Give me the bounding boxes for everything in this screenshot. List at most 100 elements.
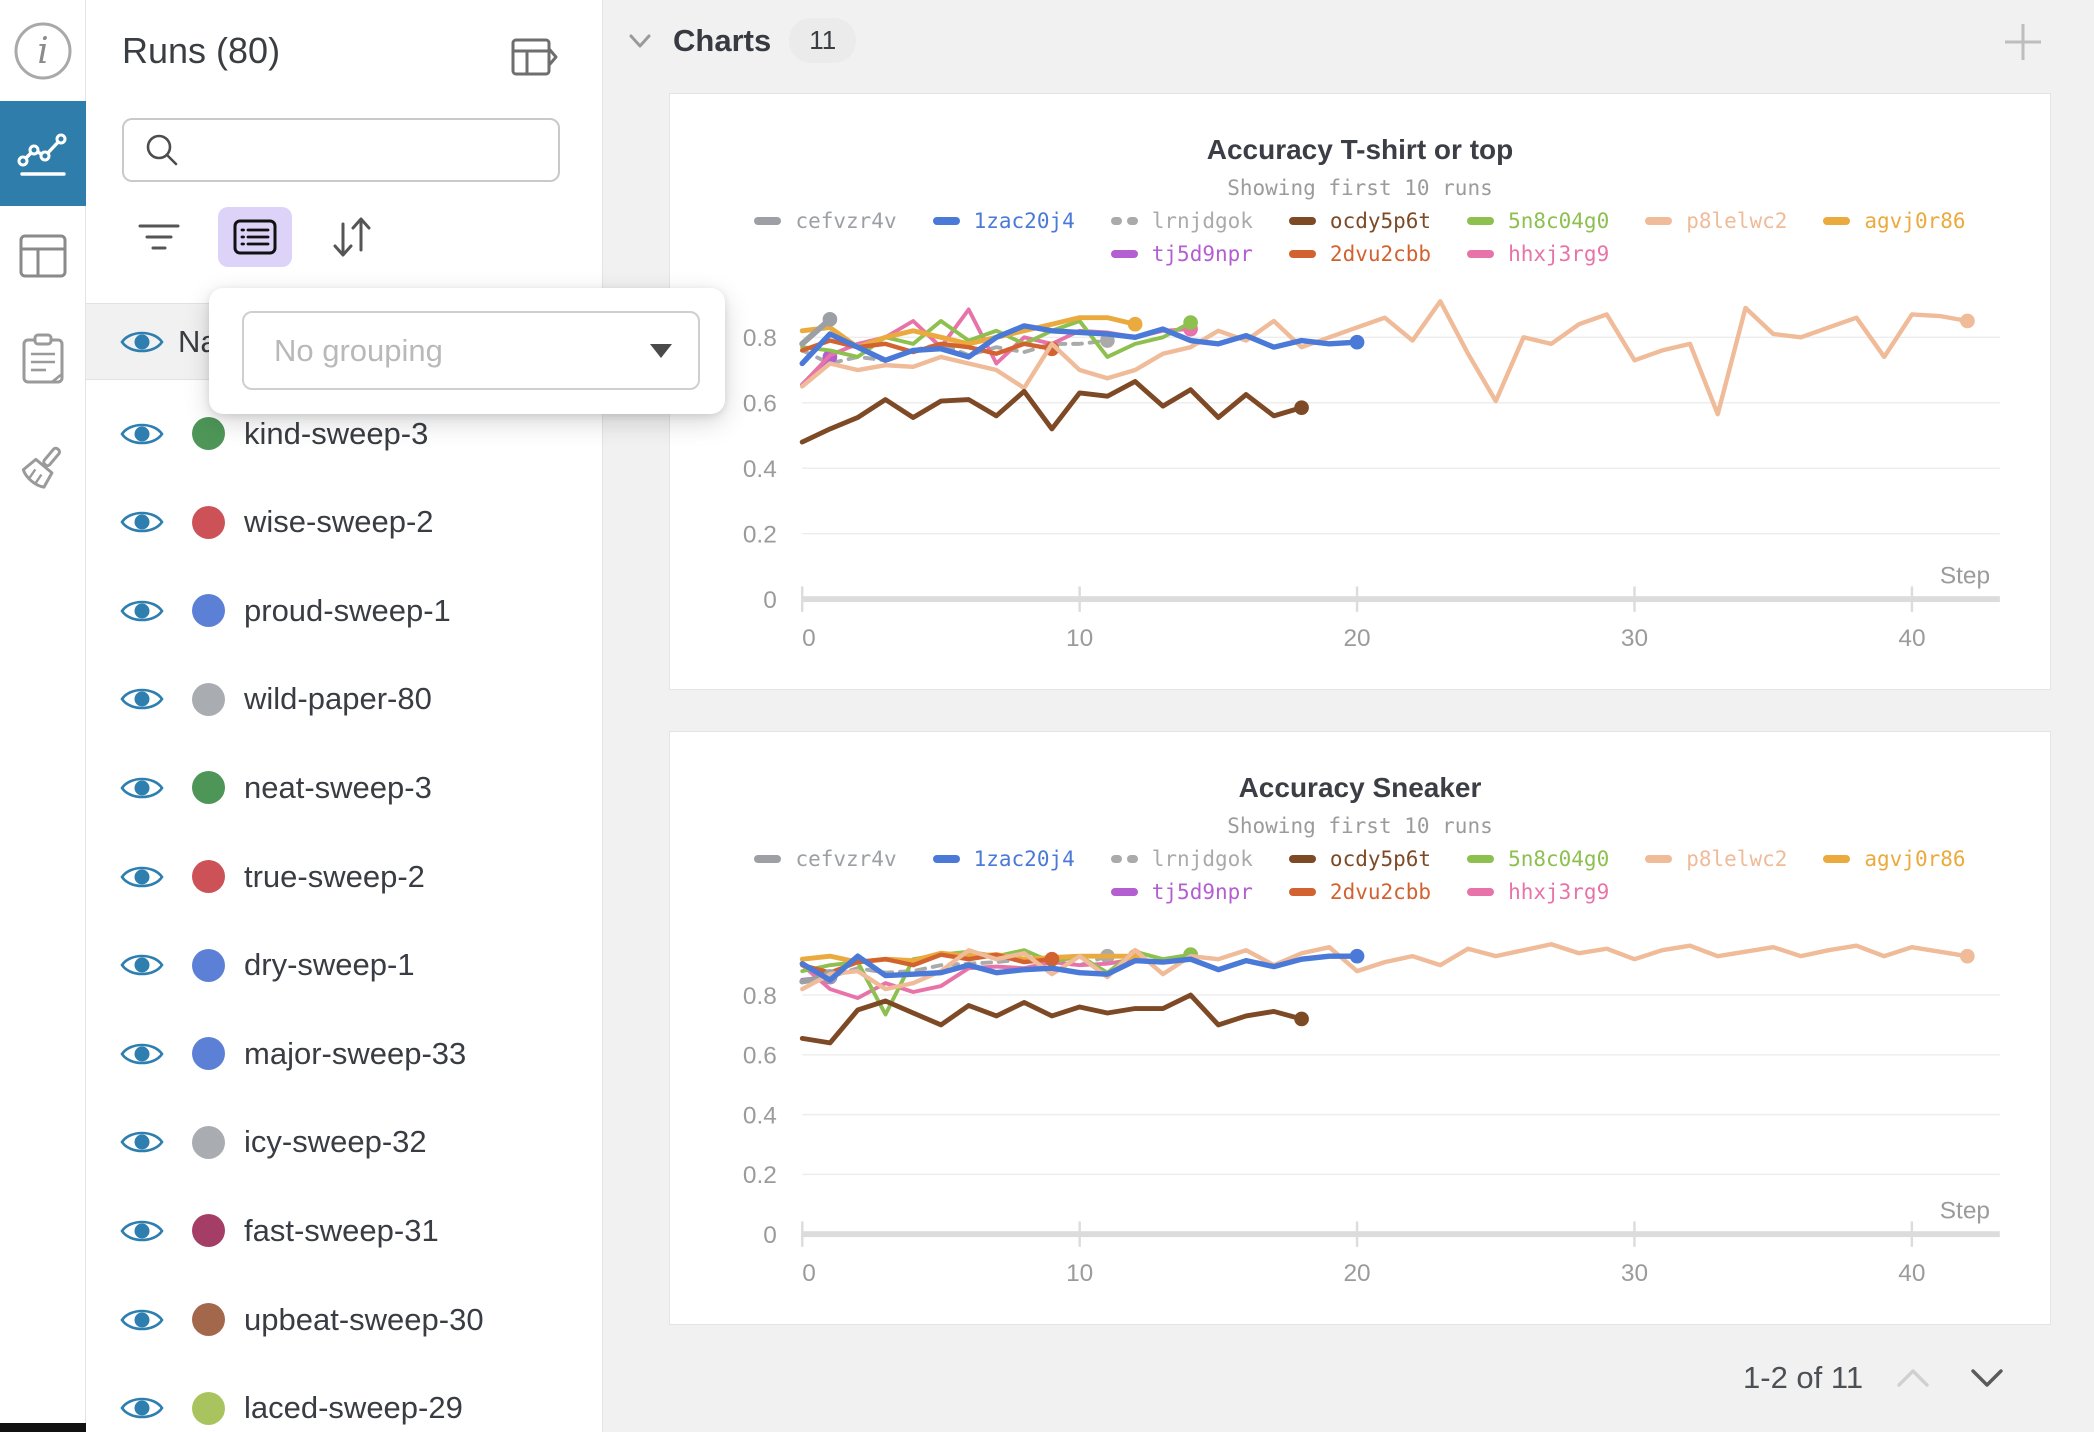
run-row[interactable]: wild-paper-80 <box>86 655 603 744</box>
legend-label: ocdy5p6t <box>1329 847 1432 871</box>
eye-visible-icon[interactable] <box>120 1038 164 1070</box>
run-row[interactable]: kind-sweep-3 <box>86 389 603 478</box>
legend-item[interactable]: 2dvu2cbb <box>1288 242 1431 266</box>
run-color-dot <box>192 682 225 716</box>
charts-pagination: 1-2 of 11 <box>1743 1358 2011 1398</box>
legend-item[interactable]: cefvzr4v <box>754 209 897 233</box>
eye-visible-icon[interactable] <box>120 772 164 804</box>
run-color-dot <box>192 771 225 805</box>
legend-item[interactable]: hhxj3rg9 <box>1467 880 1609 904</box>
legend-item[interactable]: tj5d9npr <box>1110 880 1253 904</box>
pagination-next-button[interactable] <box>1963 1358 2011 1398</box>
legend-item[interactable]: 5n8c04g0 <box>1467 847 1609 871</box>
legend-item[interactable]: ocdy5p6t <box>1288 847 1432 871</box>
logs-tab[interactable] <box>0 330 86 390</box>
grouping-placeholder: No grouping <box>274 332 443 368</box>
run-row[interactable]: proud-sweep-1 <box>86 566 603 655</box>
run-name: wise-sweep-2 <box>244 504 434 540</box>
chevron-down-icon <box>650 343 672 358</box>
chart-panel[interactable]: Accuracy Sneaker Showing first 10 runs c… <box>669 731 2051 1325</box>
legend-item[interactable]: 2dvu2cbb <box>1288 880 1431 904</box>
svg-text:30: 30 <box>1621 1260 1648 1287</box>
eye-visible-icon[interactable] <box>120 1304 164 1336</box>
run-row[interactable]: fast-sweep-31 <box>86 1186 603 1275</box>
sort-button[interactable] <box>314 207 388 267</box>
series-line-ocdy5p6t <box>799 992 1305 1046</box>
eye-visible-icon[interactable] <box>120 683 164 715</box>
chart-legend-row-2: tj5d9npr 2dvu2cbb hhxj3rg9 <box>670 880 2050 904</box>
expand-runs-table-button[interactable] <box>510 36 580 80</box>
runs-table-tab[interactable] <box>0 226 86 286</box>
eye-visible-icon[interactable] <box>120 861 164 893</box>
legend-item[interactable]: hhxj3rg9 <box>1467 242 1609 266</box>
run-row[interactable]: true-sweep-2 <box>86 832 603 921</box>
run-row[interactable]: major-sweep-33 <box>86 1009 603 1098</box>
eye-visible-icon[interactable] <box>120 326 164 358</box>
workspace-charts-tab[interactable] <box>0 101 86 206</box>
run-row[interactable]: icy-sweep-32 <box>86 1098 603 1187</box>
eye-visible-icon[interactable] <box>120 1215 164 1247</box>
legend-label: p8lelwc2 <box>1686 847 1788 871</box>
run-color-dot <box>192 594 225 628</box>
legend-swatch <box>1467 888 1495 896</box>
legend-item[interactable]: 5n8c04g0 <box>1467 209 1609 233</box>
filter-button[interactable] <box>122 207 196 267</box>
legend-item[interactable]: cefvzr4v <box>754 847 897 871</box>
eye-visible-icon[interactable] <box>120 1392 164 1424</box>
eye-visible-icon[interactable] <box>120 949 164 981</box>
legend-item[interactable]: 1zac20j4 <box>932 847 1075 871</box>
legend-item[interactable]: p8lelwc2 <box>1645 209 1787 233</box>
eye-visible-icon[interactable] <box>120 506 164 538</box>
legend-swatch <box>1110 855 1122 863</box>
sweeps-tab[interactable] <box>0 436 86 500</box>
eye-visible-icon[interactable] <box>120 595 164 627</box>
legend-item[interactable]: agvj0r86 <box>1823 209 1966 233</box>
run-row[interactable]: wise-sweep-2 <box>86 478 603 567</box>
clipboard-icon <box>22 333 64 384</box>
run-row[interactable]: laced-sweep-29 <box>86 1364 603 1432</box>
legend-item[interactable]: p8lelwc2 <box>1645 847 1787 871</box>
legend-swatch <box>932 855 960 863</box>
legend-swatch <box>1110 888 1138 896</box>
pagination-prev-button[interactable] <box>1889 1358 1937 1398</box>
legend-item[interactable]: agvj0r86 <box>1823 847 1966 871</box>
legend-item[interactable]: lrnjdgok <box>1110 209 1253 233</box>
svg-text:0.2: 0.2 <box>743 521 777 548</box>
run-color-dot <box>192 1214 225 1248</box>
series-line-1zac20j4 <box>799 953 1360 983</box>
run-row[interactable]: dry-sweep-1 <box>86 921 603 1010</box>
run-name: wild-paper-80 <box>244 681 432 717</box>
svg-text:0: 0 <box>763 1222 777 1249</box>
run-list: kind-sweep-3 wise-sweep-2 proud-sweep-1 wil… <box>86 389 603 1432</box>
legend-swatch <box>1467 855 1495 863</box>
runs-search-input[interactable] <box>122 118 560 182</box>
grouping-select[interactable]: No grouping <box>242 311 700 390</box>
chart-panel[interactable]: Accuracy T-shirt or top Showing first 10… <box>669 93 2051 690</box>
run-name: neat-sweep-3 <box>244 769 432 805</box>
legend-label: 1zac20j4 <box>973 209 1075 233</box>
run-row[interactable]: upbeat-sweep-30 <box>86 1275 603 1364</box>
legend-item[interactable]: lrnjdgok <box>1110 847 1253 871</box>
run-row[interactable]: neat-sweep-3 <box>86 743 603 832</box>
legend-item[interactable]: 1zac20j4 <box>932 209 1075 233</box>
info-icon[interactable]: i <box>0 20 86 82</box>
legend-item[interactable]: ocdy5p6t <box>1288 209 1431 233</box>
plus-icon <box>2005 24 2041 60</box>
add-panel-button[interactable] <box>1995 14 2051 70</box>
legend-swatch <box>1288 888 1316 896</box>
chart-title: Accuracy Sneaker <box>1238 772 1482 803</box>
run-name: major-sweep-33 <box>244 1035 467 1071</box>
chart-title: Accuracy T-shirt or top <box>1206 134 1514 165</box>
group-button[interactable] <box>218 207 292 267</box>
runs-panel: Runs (80) <box>86 0 603 1432</box>
legend-item[interactable]: tj5d9npr <box>1110 242 1253 266</box>
chart-legend-row-2: tj5d9npr 2dvu2cbb hhxj3rg9 <box>670 242 2050 266</box>
legend-label: p8lelwc2 <box>1686 209 1788 233</box>
filter-icon <box>138 224 180 250</box>
svg-text:0: 0 <box>763 587 777 614</box>
legend-swatch <box>932 217 960 225</box>
charts-section-header[interactable]: Charts 11 <box>625 18 857 63</box>
eye-visible-icon[interactable] <box>120 418 164 450</box>
eye-visible-icon[interactable] <box>120 1126 164 1158</box>
